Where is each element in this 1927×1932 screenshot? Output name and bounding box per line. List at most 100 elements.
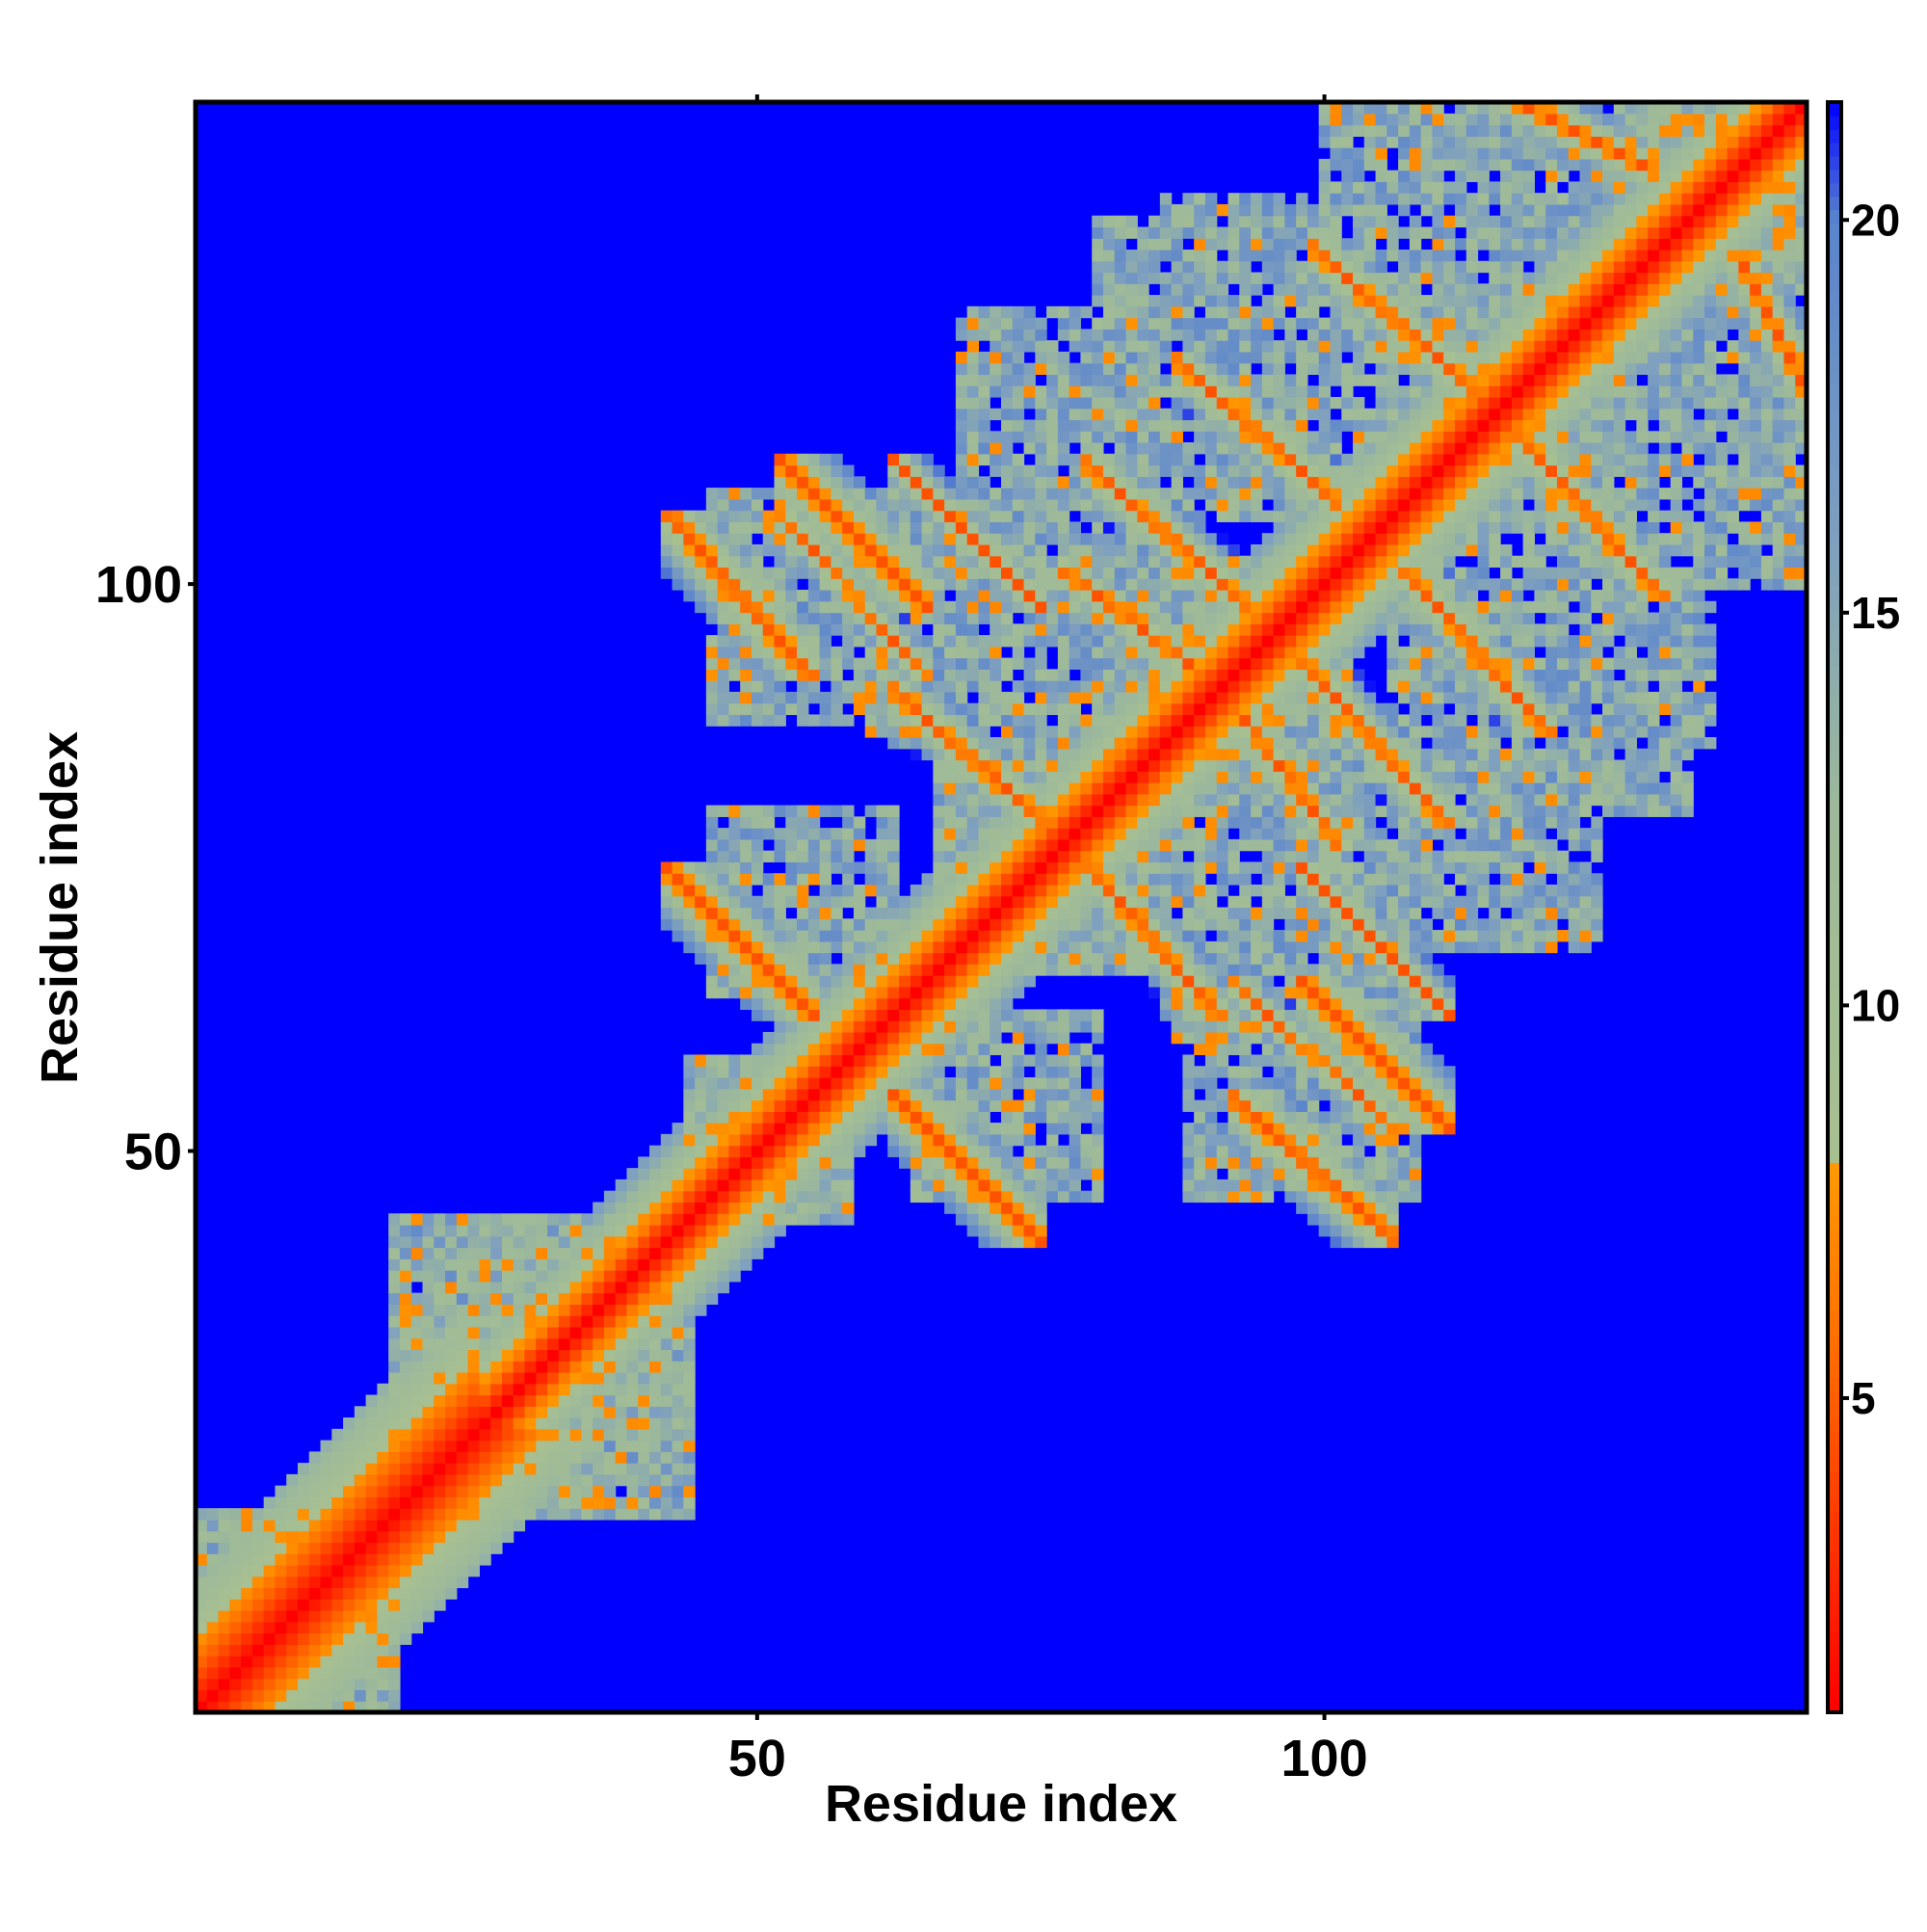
heatmap-cell — [990, 930, 1002, 942]
heatmap-cell — [864, 975, 878, 988]
heatmap-cell — [797, 884, 809, 897]
heatmap-cell — [728, 612, 741, 624]
heatmap-cell — [456, 1440, 469, 1452]
heatmap-cell — [728, 907, 741, 919]
heatmap-cell — [807, 1031, 821, 1045]
heatmap-cell — [603, 1371, 617, 1385]
heatmap-cell — [558, 1485, 571, 1498]
heatmap-cell — [751, 1066, 764, 1078]
heatmap-cell — [762, 964, 776, 976]
heatmap-cell — [308, 1530, 322, 1544]
heatmap-cell — [797, 1145, 809, 1157]
heatmap-cell — [1261, 1099, 1275, 1112]
heatmap-cell — [785, 850, 798, 863]
heatmap-cell — [933, 623, 945, 636]
heatmap-cell — [1273, 669, 1285, 681]
heatmap-cell — [1194, 1111, 1206, 1124]
heatmap-cell — [445, 1394, 458, 1407]
heatmap-cell — [547, 1406, 560, 1418]
heatmap-cell — [990, 374, 1002, 386]
heatmap-cell — [1080, 1099, 1093, 1112]
heatmap-cell — [1182, 805, 1195, 817]
heatmap-cell — [467, 1485, 480, 1498]
heatmap-cell — [1057, 907, 1070, 919]
heatmap-cell — [1261, 793, 1275, 807]
heatmap-cell — [1227, 590, 1240, 602]
heatmap-cell — [1035, 1156, 1047, 1169]
heatmap-cell — [660, 1304, 673, 1316]
heatmap-cell — [921, 498, 934, 512]
heatmap-cell — [1182, 918, 1195, 931]
heatmap-cell — [1251, 488, 1263, 500]
heatmap-cell — [1171, 850, 1183, 863]
heatmap-cell — [876, 850, 888, 863]
heatmap-cell — [434, 1485, 446, 1498]
heatmap-cell — [740, 543, 752, 557]
heatmap-cell — [728, 861, 741, 874]
heatmap-cell — [1284, 1066, 1297, 1078]
heatmap-cell — [955, 782, 968, 795]
heatmap-cell — [229, 1565, 242, 1577]
heatmap-cell — [966, 759, 980, 772]
heatmap-cell — [638, 1168, 650, 1180]
heatmap-cell — [1307, 1213, 1320, 1226]
heatmap-cell — [1012, 782, 1025, 795]
heatmap-cell — [434, 1463, 446, 1475]
heatmap-cell — [1092, 612, 1104, 624]
heatmap-cell — [467, 1428, 480, 1442]
heatmap-cell — [1012, 805, 1025, 817]
heatmap-cell — [842, 964, 855, 976]
heatmap-cell — [1216, 635, 1229, 648]
heatmap-cell — [1296, 940, 1308, 954]
heatmap-cell — [933, 850, 945, 863]
heatmap-cell — [1216, 408, 1229, 421]
heatmap-cell — [1251, 986, 1263, 999]
heatmap-cell — [1273, 1054, 1285, 1067]
heatmap-cell — [581, 1304, 594, 1316]
heatmap-cell — [1102, 396, 1116, 410]
heatmap-cell — [728, 646, 741, 659]
heatmap-cell — [978, 1031, 990, 1045]
heatmap-cell — [1261, 396, 1275, 410]
heatmap-cell — [1273, 1111, 1285, 1124]
heatmap-cell — [490, 1394, 503, 1407]
heatmap-cell — [774, 646, 786, 659]
heatmap-cell — [1092, 1190, 1104, 1204]
heatmap-cell — [1216, 714, 1229, 727]
heatmap-cell — [1273, 1099, 1285, 1112]
heatmap-cell — [831, 578, 843, 591]
heatmap-cell — [1296, 680, 1308, 693]
heatmap-cell — [797, 702, 809, 716]
heatmap-cell — [399, 1417, 412, 1430]
heatmap-cell — [1307, 838, 1320, 852]
heatmap-cell — [1159, 533, 1173, 545]
heatmap-cell — [456, 1258, 469, 1271]
heatmap-cell — [1284, 396, 1297, 410]
heatmap-cell — [206, 1644, 220, 1656]
heatmap-cell — [1114, 283, 1127, 296]
heatmap-cell — [864, 567, 878, 579]
heatmap-cell — [1080, 351, 1093, 364]
heatmap-cell — [1001, 952, 1014, 965]
heatmap-cell — [1012, 861, 1025, 874]
heatmap-cell — [1159, 940, 1173, 954]
heatmap-cell — [1284, 1009, 1297, 1021]
heatmap-cell — [683, 1258, 696, 1271]
heatmap-cell — [966, 1178, 980, 1192]
heatmap-cell — [1204, 861, 1218, 874]
heatmap-cell — [944, 1077, 957, 1090]
heatmap-cell — [388, 1406, 401, 1418]
heatmap-cell — [695, 1123, 707, 1135]
heatmap-cell — [1046, 590, 1059, 602]
heatmap-cell — [933, 873, 945, 886]
heatmap-cell — [410, 1394, 424, 1407]
heatmap-cell — [899, 555, 911, 569]
heatmap-cell — [524, 1473, 537, 1487]
heatmap-cell — [966, 884, 980, 897]
heatmap-cell — [1194, 748, 1206, 761]
heatmap-cell — [672, 1315, 684, 1328]
heatmap-cell — [1239, 385, 1252, 398]
heatmap-cell — [933, 782, 945, 795]
heatmap-cell — [672, 884, 684, 897]
heatmap-cell — [1092, 351, 1104, 364]
